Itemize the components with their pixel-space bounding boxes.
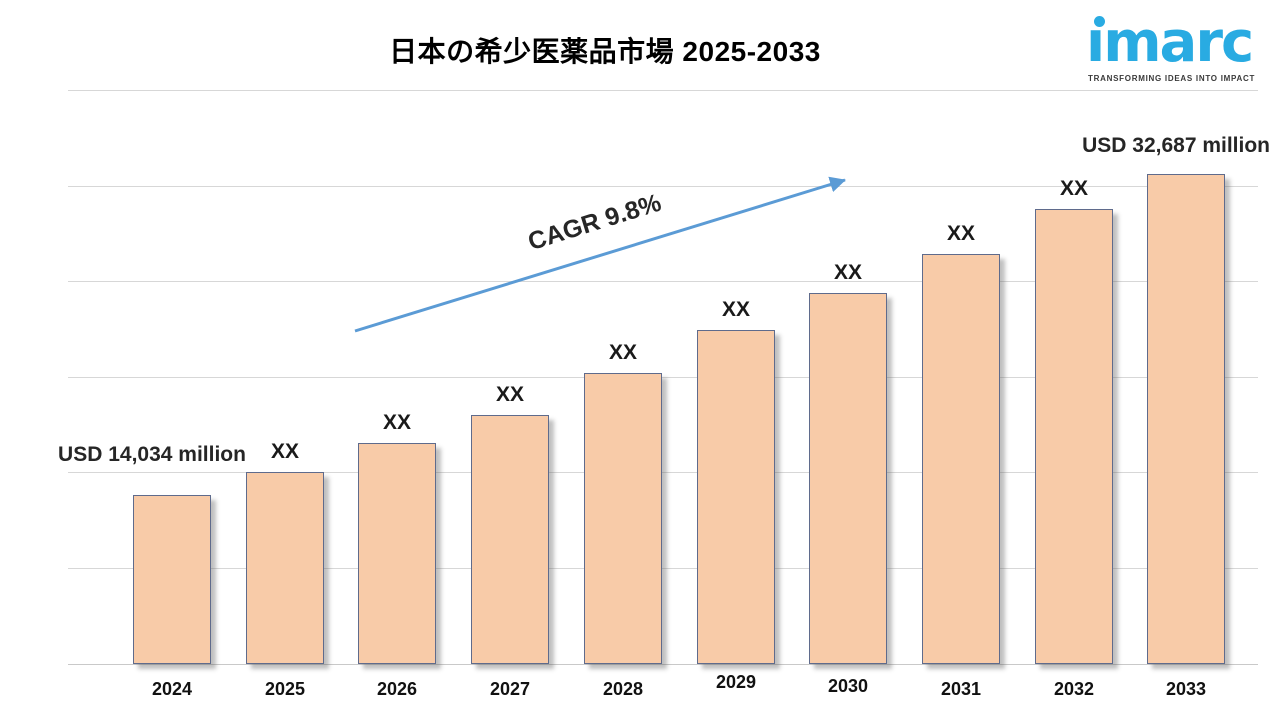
gridline: [68, 472, 1258, 473]
bar-2032: [1035, 209, 1113, 664]
bar-2030: [809, 293, 887, 664]
bar-2027: [471, 415, 549, 664]
bar-value-label-2027: XX: [495, 383, 524, 406]
value-label-2033: USD 32,687 million: [1082, 134, 1270, 157]
bar-value-label-2030: XX: [833, 261, 862, 284]
bar-2026: [358, 443, 436, 664]
x-tick-2026: 2026: [376, 679, 418, 699]
x-tick-2027: 2027: [489, 679, 531, 699]
bar-2028: [584, 373, 662, 664]
x-tick-2031: 2031: [940, 679, 982, 699]
gridline: [68, 377, 1258, 378]
x-tick-2030: 2030: [827, 676, 869, 696]
bar-value-label-2026: XX: [382, 411, 411, 434]
value-label-2024: USD 14,034 million: [58, 443, 246, 466]
bar-value-label-2028: XX: [608, 341, 637, 364]
bar-value-label-2025: XX: [270, 440, 299, 463]
gridline: [68, 568, 1258, 569]
logo-wordmark: ımarc: [1086, 10, 1254, 75]
chart-title: 日本の希少医薬品市場 2025-2033: [389, 36, 821, 67]
bar-value-label-2031: XX: [946, 222, 975, 245]
bar-2025: [246, 472, 324, 664]
gridline: [68, 90, 1258, 91]
logo-tagline: TRANSFORMING IDEAS INTO IMPACT: [1088, 73, 1256, 83]
x-tick-2032: 2032: [1053, 679, 1095, 699]
imarc-logo: ımarc TRANSFORMING IDEAS INTO IMPACT: [1086, 10, 1264, 83]
x-axis-line: [68, 664, 1258, 665]
x-tick-2033: 2033: [1165, 679, 1207, 699]
logo-i-dot-icon: [1094, 16, 1105, 27]
x-tick-2024: 2024: [151, 679, 193, 699]
x-tick-2025: 2025: [264, 679, 306, 699]
x-tick-2028: 2028: [602, 679, 644, 699]
bar-value-label-2029: XX: [721, 298, 750, 321]
bar-2024: [133, 495, 211, 664]
bar-2029: [697, 330, 775, 664]
bar-2033: [1147, 174, 1225, 664]
bar-2031: [922, 254, 1000, 664]
bar-value-label-2032: XX: [1059, 177, 1088, 200]
x-tick-2029: 2029: [715, 672, 757, 692]
